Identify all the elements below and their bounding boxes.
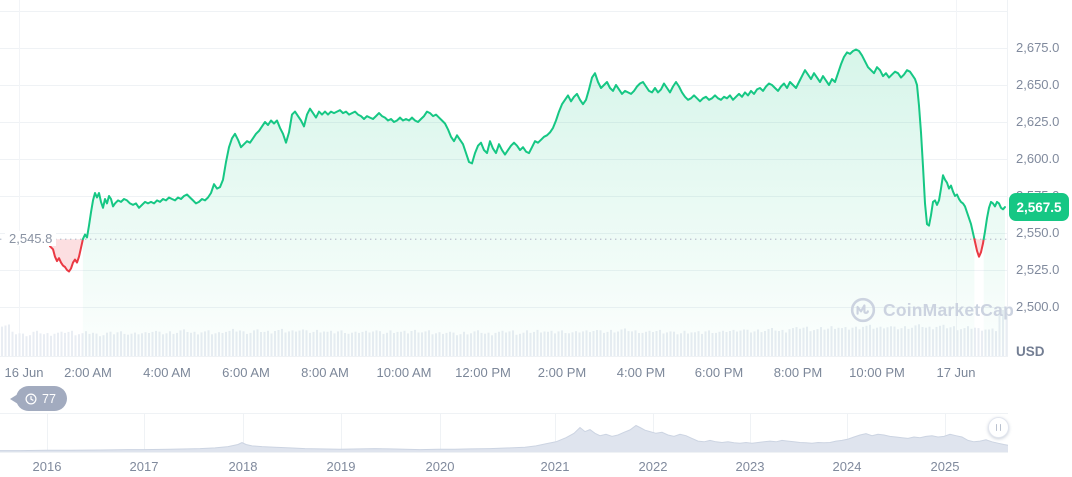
date-range-navigator[interactable]: 2016 2017 2018 2019 2020 2021 2022 2023 2024 2025: [0, 413, 1009, 477]
price-chart-svg: [0, 0, 1008, 357]
time-axis: 16 Jun 2:00 AM 4:00 AM 6:00 AM 8:00 AM 10:00 …: [4, 365, 976, 380]
time-tick-label: 6:00 PM: [694, 365, 744, 380]
time-tick-label: 4:00 AM: [143, 365, 191, 380]
current-price-badge: 2,567.5: [1009, 193, 1069, 221]
time-tick-label: 2:00 AM: [64, 365, 112, 380]
price-tick-label: 2,525.0: [1016, 262, 1060, 277]
year-tick-label: 2021: [540, 459, 570, 474]
time-tick-label: 10:00 PM: [849, 365, 905, 380]
time-tick-label: 12:00 PM: [455, 365, 511, 380]
price-tick-label: 2,675.0: [1016, 40, 1060, 55]
clock-icon: [25, 392, 37, 405]
time-tick-label: 4:00 PM: [616, 365, 666, 380]
year-tick-label: 2022: [638, 459, 668, 474]
time-tick-label: 6:00 AM: [222, 365, 270, 380]
year-tick-label: 2017: [129, 459, 159, 474]
price-tick-label: 2,550.0: [1016, 225, 1060, 240]
price-tick-label: 2,625.0: [1016, 114, 1060, 129]
year-tick-label: 2018: [228, 459, 258, 474]
drag-handle-icon: [995, 424, 998, 431]
year-tick-label: 2023: [735, 459, 765, 474]
price-tick-label: 2,600.0: [1016, 151, 1060, 166]
price-chart-canvas[interactable]: 2,545.8 CoinMarketCap: [0, 0, 1014, 357]
time-tick-label: 2:00 PM: [537, 365, 587, 380]
watch-count-badge[interactable]: 77: [10, 386, 67, 411]
range-drag-handle[interactable]: [988, 417, 1009, 438]
currency-unit-label: USD: [1016, 344, 1045, 359]
time-tick-label: 16 Jun: [4, 365, 44, 380]
year-tick-label: 2019: [326, 459, 356, 474]
year-tick-label: 2016: [32, 459, 62, 474]
time-tick-label: 8:00 PM: [773, 365, 823, 380]
year-tick-label: 2025: [930, 459, 960, 474]
time-tick-label: 10:00 AM: [376, 365, 432, 380]
previous-close-label: 2,545.8: [5, 231, 57, 246]
year-tick-label: 2024: [832, 459, 862, 474]
watch-count-value: 77: [42, 391, 56, 406]
price-axis: 2,500.02,525.02,550.02,575.02,600.02,625…: [1008, 0, 1072, 380]
price-tick-label: 2,650.0: [1016, 77, 1060, 92]
drag-handle-icon: [999, 424, 1002, 431]
price-tick-label: 2,500.0: [1016, 299, 1060, 314]
year-tick-label: 2020: [425, 459, 455, 474]
time-tick-label: 17 Jun: [936, 365, 976, 380]
time-tick-label: 8:00 AM: [301, 365, 349, 380]
navigator-minichart: [0, 413, 1008, 453]
